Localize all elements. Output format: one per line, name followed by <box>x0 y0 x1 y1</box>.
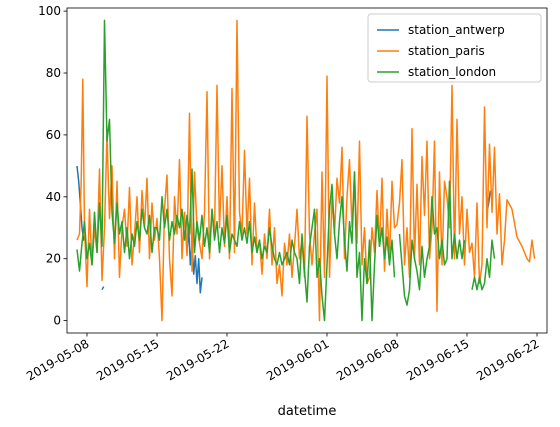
plot-lines <box>76 19 536 322</box>
legend-box <box>367 13 542 83</box>
x-tick-label: 2019-05-08 <box>24 336 91 383</box>
series-line-station_antwerp <box>76 165 492 294</box>
legend-label: station_paris <box>408 44 485 58</box>
plot-frame <box>66 7 548 334</box>
x-tick-label: 2019-05-22 <box>164 336 231 383</box>
y-tick-label: 0 <box>53 314 61 328</box>
y-tick-label: 60 <box>46 128 61 142</box>
legend-label: station_london <box>408 65 496 79</box>
series-line-station_paris <box>76 19 536 322</box>
x-axis: 2019-05-08 2019-05-15 2019-05-22 2019-06-01… <box>24 333 542 383</box>
x-tick-label: 2019-05-15 <box>94 336 161 383</box>
x-tick-label: 2019-06-08 <box>334 336 401 383</box>
x-axis-label: datetime <box>278 404 337 419</box>
legend: station_antwerp station_paris station_lond… <box>367 13 542 83</box>
x-tick-label: 2019-06-01 <box>264 336 331 383</box>
y-tick-label: 40 <box>46 190 61 204</box>
series-line-station_london <box>76 19 496 322</box>
y-tick-label: 100 <box>38 4 61 18</box>
x-tick-label: 2019-06-22 <box>474 336 541 383</box>
y-tick-label: 80 <box>46 66 61 80</box>
y-axis: 0 20 40 60 80 100 <box>38 4 67 328</box>
legend-label: station_antwerp <box>408 23 505 37</box>
y-tick-label: 20 <box>46 252 61 266</box>
x-tick-label: 2019-06-15 <box>404 336 471 383</box>
